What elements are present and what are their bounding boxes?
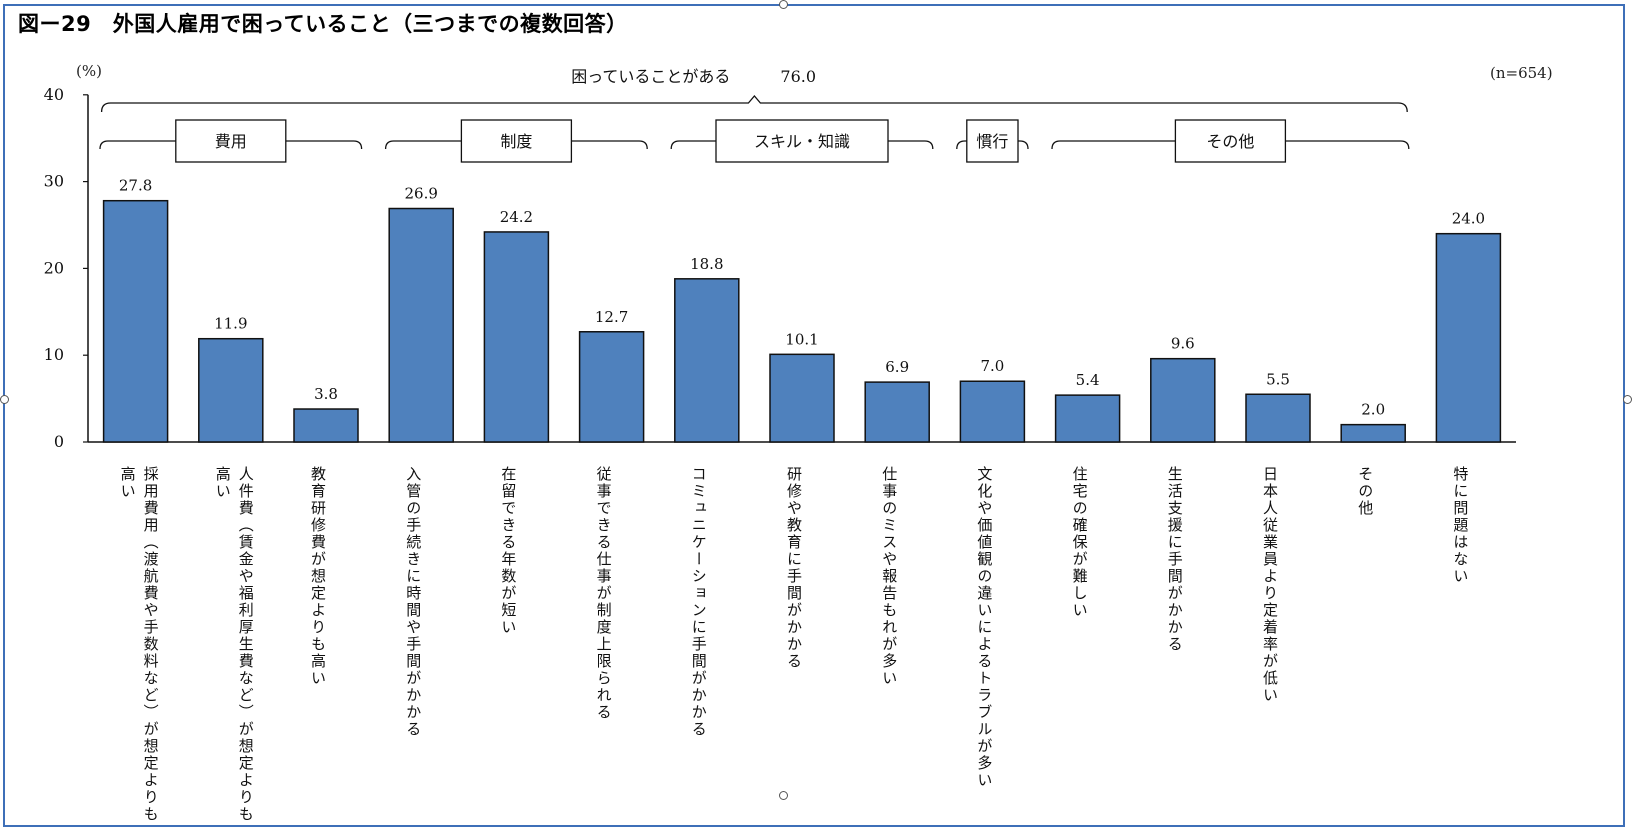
bar xyxy=(769,353,835,443)
bar-value-label: 5.4 xyxy=(1076,371,1100,389)
sample-size-note: (n=654) xyxy=(1490,64,1553,82)
group-bracket-left xyxy=(1051,140,1176,150)
chart-frame[interactable] xyxy=(3,4,1625,827)
bar xyxy=(674,278,740,443)
category-label: 人件費（賃金や福利厚生費など）が想定よりも高い xyxy=(213,466,255,823)
category-label: 仕事のミスや報告もれが多い xyxy=(880,466,899,687)
y-tick-label: 30 xyxy=(44,172,64,191)
bar-value-label: 6.9 xyxy=(885,358,909,376)
resize-handle-top[interactable] xyxy=(779,0,788,9)
resize-handle-left[interactable] xyxy=(0,395,9,404)
bar-value-label: 27.8 xyxy=(119,177,152,195)
group-bracket-left xyxy=(956,140,967,150)
group-bracket-right xyxy=(888,140,934,150)
bar-value-label: 5.5 xyxy=(1266,370,1290,388)
bar xyxy=(1054,394,1121,443)
category-label: 住宅の確保が難しい xyxy=(1070,466,1089,619)
category-label: 従事できる仕事が制度上限られる xyxy=(594,466,613,721)
bar xyxy=(578,331,645,443)
group-label: 制度 xyxy=(500,132,532,151)
bar xyxy=(293,408,359,443)
bar xyxy=(1340,423,1406,443)
category-label: 特に問題はない xyxy=(1451,466,1470,585)
overall-group-label: 困っていることがある xyxy=(571,67,730,86)
bar-value-label: 9.6 xyxy=(1171,335,1195,353)
bar-value-label: 10.1 xyxy=(785,330,818,348)
group-label-box xyxy=(966,119,1019,163)
bar-value-label: 7.0 xyxy=(980,357,1004,375)
category-label: 文化や価値観の違いによるトラブルが多い xyxy=(975,466,994,789)
bar xyxy=(198,337,264,443)
group-bracket-right xyxy=(571,140,648,150)
overall-group-value: 76.0 xyxy=(780,67,816,86)
bar xyxy=(1245,393,1311,443)
bar xyxy=(102,199,169,443)
bar-value-label: 12.7 xyxy=(595,308,628,326)
group-label-box xyxy=(175,119,287,163)
group-label: スキル・知識 xyxy=(754,132,850,151)
group-label: その他 xyxy=(1206,132,1254,151)
group-label-box xyxy=(460,119,573,163)
group-bracket-left xyxy=(99,140,176,150)
bar xyxy=(483,231,550,443)
category-label: 日本人従業員より定着率が低い xyxy=(1261,466,1279,704)
bar-value-label: 11.9 xyxy=(214,315,247,333)
group-bracket-right xyxy=(1018,140,1029,150)
overall-brace xyxy=(100,95,1408,113)
y-tick-label: 40 xyxy=(44,85,64,104)
group-label-box xyxy=(715,119,889,163)
category-label: コミュニケーションに手間がかかる xyxy=(689,466,708,738)
category-label: その他 xyxy=(1356,466,1375,517)
category-label: 採用費用（渡航費や手数料など）が想定よりも高い xyxy=(118,466,160,823)
resize-handle-bottom[interactable] xyxy=(779,791,788,800)
bar xyxy=(959,380,1026,443)
bar xyxy=(864,381,930,443)
group-bracket-left xyxy=(384,140,462,150)
bar-value-label: 24.0 xyxy=(1452,210,1485,228)
category-label: 入管の手続きに時間や手間がかかる xyxy=(404,466,423,738)
y-tick-label: 20 xyxy=(44,258,64,277)
bar xyxy=(388,207,454,443)
bar xyxy=(1150,357,1216,443)
category-label: 教育研修費が想定よりも高い xyxy=(309,466,327,687)
chart-title: 図ー29 外国人雇用で困っていること（三つまでの複数回答） xyxy=(18,12,628,36)
group-bracket-right xyxy=(1285,140,1410,150)
group-label: 費用 xyxy=(215,132,247,151)
y-tick-label: 0 xyxy=(54,432,64,451)
bar-value-label: 24.2 xyxy=(500,208,533,226)
group-bracket-left xyxy=(670,140,716,150)
category-label: 研修や教育に手間がかかる xyxy=(785,466,803,670)
y-axis-unit: (%) xyxy=(76,62,102,80)
group-label-box xyxy=(1174,119,1287,163)
group-bracket-right xyxy=(285,140,363,150)
category-label: 在留できる年数が短い xyxy=(499,466,518,636)
category-label: 生活支援に手間がかかる xyxy=(1165,466,1184,653)
bar-value-label: 18.8 xyxy=(690,255,723,273)
bar-value-label: 3.8 xyxy=(314,385,338,403)
bar-value-label: 2.0 xyxy=(1361,401,1385,419)
group-label: 慣行 xyxy=(976,132,1008,151)
bar-value-label: 26.9 xyxy=(404,185,437,203)
y-tick-label: 10 xyxy=(44,345,64,364)
bar xyxy=(1435,232,1502,443)
